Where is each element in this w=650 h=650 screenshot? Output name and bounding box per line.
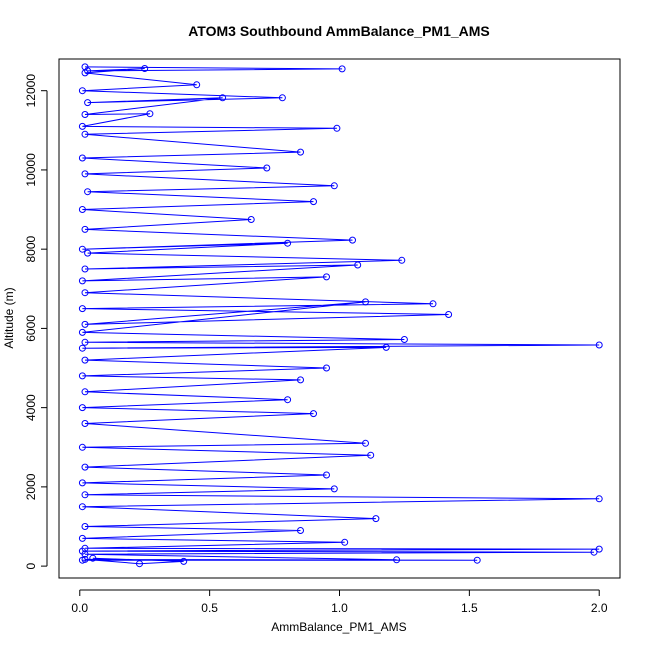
data-point	[141, 65, 149, 72]
data-point	[310, 410, 317, 418]
data-point	[595, 341, 603, 349]
data-point	[372, 515, 380, 523]
data-point	[595, 495, 603, 503]
data-point	[338, 65, 346, 73]
data-point	[81, 555, 89, 563]
data-point	[362, 298, 369, 306]
data-point	[78, 503, 86, 511]
data-point	[78, 305, 86, 313]
data-point	[81, 111, 89, 118]
series-line	[82, 66, 600, 565]
data-point	[278, 94, 286, 102]
data-point	[84, 99, 92, 107]
data-point	[310, 198, 317, 206]
data-point	[81, 265, 89, 273]
data-point	[193, 81, 201, 89]
data-point	[136, 560, 143, 568]
data-point	[78, 344, 86, 352]
data-point	[81, 338, 89, 346]
data-point	[81, 523, 89, 530]
y-tick-label: 8000	[24, 235, 38, 262]
data-point	[180, 557, 188, 565]
data-point	[473, 556, 481, 564]
data-point	[81, 289, 89, 297]
data-point	[81, 550, 89, 558]
x-tick-label: 2.0	[591, 601, 608, 615]
data-point	[362, 439, 369, 447]
data-point	[323, 364, 330, 372]
y-tick-label: 0	[24, 562, 38, 569]
y-tick-label: 2000	[24, 473, 38, 500]
y-tick-label: 10000	[24, 153, 38, 187]
y-tick-label: 4000	[24, 394, 38, 421]
data-point	[284, 396, 292, 404]
data-point	[297, 376, 304, 384]
x-tick-label: 0.0	[71, 601, 88, 615]
data-point	[333, 124, 341, 132]
data-point	[81, 225, 89, 233]
data-point	[81, 463, 89, 471]
data-point	[330, 182, 338, 190]
data-point	[81, 420, 89, 427]
data-point	[78, 206, 86, 213]
data-point	[78, 479, 86, 487]
y-tick-label: 6000	[24, 315, 38, 342]
data-layer	[78, 63, 603, 568]
data-point	[367, 451, 375, 459]
data-point	[78, 122, 86, 130]
data-point	[323, 273, 330, 281]
data-point	[84, 188, 92, 196]
data-point	[89, 554, 97, 562]
data-point	[81, 356, 89, 364]
chart-title: ATOM3 Southbound AmmBalance_PM1_AMS	[188, 23, 490, 39]
data-point	[445, 311, 453, 318]
data-point	[400, 336, 408, 343]
data-point	[78, 154, 86, 162]
plot-frame	[58, 58, 621, 579]
data-point	[81, 130, 89, 138]
x-tick-label: 1.5	[461, 601, 478, 615]
x-axis: 0.0 0.5 1.0 1.5 2.0	[71, 589, 608, 615]
data-point	[429, 300, 437, 308]
data-point	[330, 485, 338, 493]
data-point	[297, 148, 304, 156]
data-point	[81, 491, 89, 499]
data-point	[398, 256, 406, 264]
data-point	[78, 443, 86, 451]
data-point	[78, 534, 86, 542]
data-point	[382, 343, 390, 351]
data-point	[297, 527, 304, 534]
data-point	[78, 277, 86, 285]
x-tick-label: 1.0	[331, 601, 348, 615]
y-tick-label: 12000	[24, 74, 38, 108]
data-point	[349, 236, 356, 244]
data-point	[341, 538, 349, 546]
data-point	[78, 372, 86, 380]
data-point	[81, 320, 89, 328]
data-point	[84, 249, 92, 257]
data-point	[284, 239, 292, 247]
data-point	[146, 110, 154, 118]
data-point	[590, 548, 598, 556]
data-point	[78, 328, 86, 336]
data-point	[78, 404, 86, 412]
x-axis-label: AmmBalance_PM1_AMS	[271, 620, 406, 634]
x-tick-label: 0.5	[201, 601, 218, 615]
y-axis-label: Altitude (m)	[2, 287, 16, 348]
data-point	[81, 69, 89, 77]
data-point	[595, 545, 603, 553]
data-point	[354, 261, 362, 269]
data-point	[263, 164, 271, 172]
data-point	[247, 216, 255, 223]
data-point	[81, 170, 89, 178]
data-point	[393, 556, 401, 564]
data-point	[81, 388, 89, 396]
data-point	[78, 245, 86, 253]
y-axis: 0 2000 4000 6000 8000 10000 12000	[24, 74, 48, 569]
data-point	[323, 471, 330, 479]
data-point	[219, 94, 227, 102]
data-point	[78, 87, 86, 95]
